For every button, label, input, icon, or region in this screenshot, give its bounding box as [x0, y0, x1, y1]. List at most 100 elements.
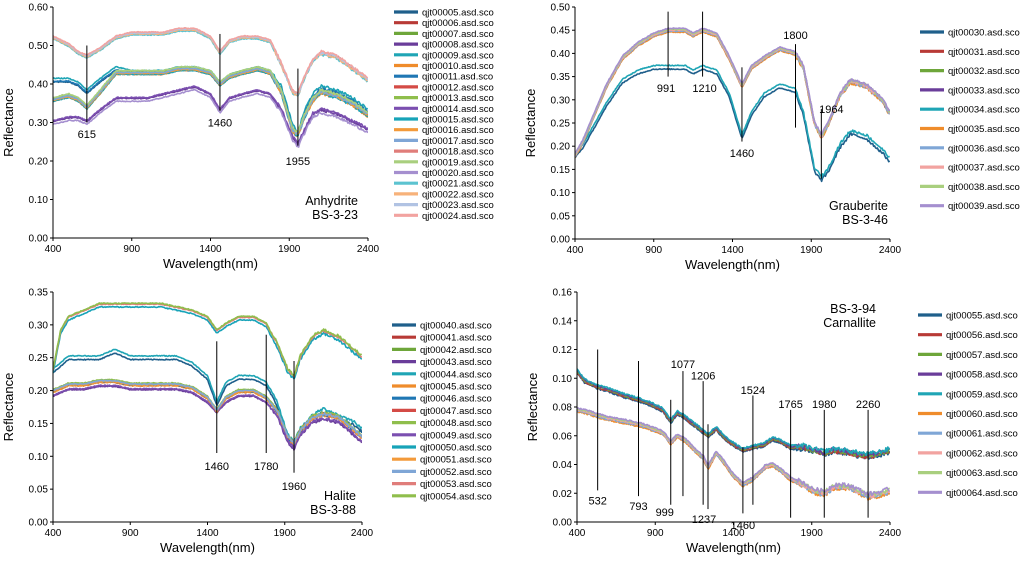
- legend-entry: qjt00055.asd.sco: [946, 311, 1018, 322]
- x-tick-label: 2400: [879, 528, 902, 539]
- legend: qjt00030.asd.sco qjt00031.asd.sco qjt00032…: [920, 28, 1020, 212]
- series-group: [577, 368, 890, 501]
- y-tick-label: 0.45: [551, 26, 571, 37]
- legend-entry: qjt00032.asd.sco: [948, 66, 1020, 77]
- legend-entry: qjt00042.asd.sco: [420, 345, 492, 356]
- legend-entry: qjt00040.asd.sco: [420, 321, 492, 332]
- y-tick-label: 0.10: [551, 188, 571, 199]
- legend-entry: qjt00060.asd.sco: [946, 409, 1018, 420]
- series-line-qjt00055.asd.sco: [577, 372, 890, 460]
- legend-entry: qjt00030.asd.sco: [948, 28, 1020, 39]
- legend-entry: qjt00005.asd.sco: [422, 8, 494, 19]
- y-tick-label: 0.00: [553, 518, 573, 529]
- series-line-qjt00054.asd.sco: [53, 302, 362, 377]
- band-marker-label: 999: [656, 507, 674, 519]
- x-tick-label: 400: [567, 245, 584, 256]
- x-axis-label: Wavelength(nm): [160, 540, 255, 555]
- x-tick-label: 900: [123, 244, 140, 255]
- legend-entry: qjt00024.asd.sco: [422, 211, 494, 222]
- legend-entry: qjt00023.asd.sco: [422, 200, 494, 211]
- legend-entry: qjt00063.asd.sco: [946, 468, 1018, 479]
- legend-entry: qjt00044.asd.sco: [420, 369, 492, 380]
- y-tick-label: 0.05: [29, 485, 49, 496]
- panel-title: BS-3-46: [842, 213, 888, 227]
- y-tick-label: 0.20: [551, 142, 571, 153]
- band-marker-label: 1955: [286, 156, 310, 168]
- y-tick-label: 0.00: [29, 518, 49, 529]
- legend-entry: qjt00053.asd.sco: [420, 479, 492, 490]
- y-tick-label: 0.12: [553, 345, 573, 356]
- x-tick-label: 2400: [879, 245, 902, 256]
- x-tick-label: 2400: [351, 528, 374, 539]
- y-axis-label: Reflectance: [525, 373, 540, 442]
- band-marker-label: 1765: [778, 399, 802, 411]
- y-tick-label: 0.15: [29, 419, 49, 430]
- y-tick-label: 0.08: [553, 403, 573, 414]
- band-marker-label: 1077: [671, 359, 695, 371]
- chart-panel-3: 0.00 0.05 0.10 0.15 0.20 0.25 0.30 0.35 400 900 14…: [1, 288, 492, 556]
- panel-title: Anhydrite: [305, 194, 358, 208]
- y-tick-label: 0.10: [29, 195, 49, 206]
- y-tick-label: 0.15: [551, 165, 571, 176]
- x-tick-label: 400: [45, 528, 62, 539]
- series-line-qjt00053.asd.sco: [53, 303, 362, 378]
- x-tick-label: 2400: [357, 244, 380, 255]
- legend-entry: qjt00064.asd.sco: [946, 488, 1018, 499]
- x-tick-label: 1900: [274, 528, 297, 539]
- panel-title: Carnallite: [823, 316, 876, 330]
- band-marker-label: 1210: [692, 83, 716, 95]
- x-tick-label: 1400: [721, 245, 744, 256]
- y-axis-label: Reflectance: [1, 373, 16, 442]
- legend-entry: qjt00020.asd.sco: [422, 168, 494, 179]
- y-tick-label: 0.30: [551, 95, 571, 106]
- series-group: [575, 27, 890, 183]
- legend-entry: qjt00010.asd.sco: [422, 61, 494, 72]
- legend-entry: qjt00035.asd.sco: [948, 124, 1020, 135]
- series-line-qjt00059.asd.sco: [577, 368, 890, 457]
- band-marker-label: 991: [657, 83, 675, 95]
- legend-entry: qjt00019.asd.sco: [422, 157, 494, 168]
- legend-entry: qjt00056.asd.sco: [946, 330, 1018, 341]
- x-tick-label: 1400: [199, 244, 222, 255]
- band-marker-label: 1960: [282, 481, 306, 493]
- chart-panel-4: 0.00 0.02 0.04 0.06 0.08 0.10 0.12 0.14 0.16 400 9…: [525, 288, 1018, 556]
- series-group: [53, 27, 368, 148]
- legend-entry: qjt00054.asd.sco: [420, 491, 492, 502]
- series-line-qjt00039.asd.sco: [575, 27, 890, 155]
- legend: qjt00055.asd.sco qjt00056.asd.sco qjt00057…: [918, 311, 1018, 499]
- y-tick-label: 0.00: [551, 235, 571, 246]
- x-tick-label: 1400: [196, 528, 219, 539]
- y-tick-label: 0.06: [553, 431, 573, 442]
- legend-entry: qjt00037.asd.sco: [948, 163, 1020, 174]
- chart-panel-1: 0.00 0.10 0.20 0.30 0.40 0.50 0.60 400 900 1400 19…: [1, 3, 494, 272]
- panel-title: BS-3-23: [312, 208, 358, 222]
- y-tick-label: 0.35: [29, 288, 49, 299]
- series-line-qjt00052.asd.sco: [53, 379, 362, 445]
- series-line-qjt00036.asd.sco: [575, 29, 890, 158]
- legend-entry: qjt00034.asd.sco: [948, 105, 1020, 116]
- x-tick-label: 900: [645, 245, 662, 256]
- legend-entry: qjt00021.asd.sco: [422, 179, 494, 190]
- legend: qjt00005.asd.scoqjt00006.asd.scoqjt00007…: [394, 8, 494, 222]
- legend-entry: qjt00015.asd.sco: [422, 115, 494, 126]
- y-tick-label: 0.30: [29, 118, 49, 129]
- x-tick-label: 900: [122, 528, 139, 539]
- legend-entry: qjt00008.asd.sco: [422, 40, 494, 51]
- y-tick-label: 0.14: [553, 316, 573, 327]
- series-line-qjt00037.asd.sco: [575, 29, 890, 157]
- legend-entry: qjt00011.asd.sco: [422, 72, 493, 83]
- series-line-qjt00050.asd.sco: [53, 305, 362, 380]
- legend-entry: qjt00045.asd.sco: [420, 382, 492, 393]
- legend-entry: qjt00049.asd.sco: [420, 430, 492, 441]
- legend-entry: qjt00038.asd.sco: [948, 182, 1020, 193]
- legend-entry: qjt00012.asd.sco: [422, 82, 494, 93]
- x-axis-label: Wavelength(nm): [685, 257, 780, 272]
- panel-title: BS-3-94: [830, 302, 876, 316]
- legend-entry: qjt00033.asd.sco: [948, 85, 1020, 96]
- legend-entry: qjt00039.asd.sco: [948, 201, 1020, 212]
- legend-entry: qjt00059.asd.sco: [946, 389, 1018, 400]
- band-marker-label: 1460: [730, 148, 754, 160]
- band-marker-label: 1524: [741, 385, 765, 397]
- y-tick-label: 0.50: [551, 3, 571, 14]
